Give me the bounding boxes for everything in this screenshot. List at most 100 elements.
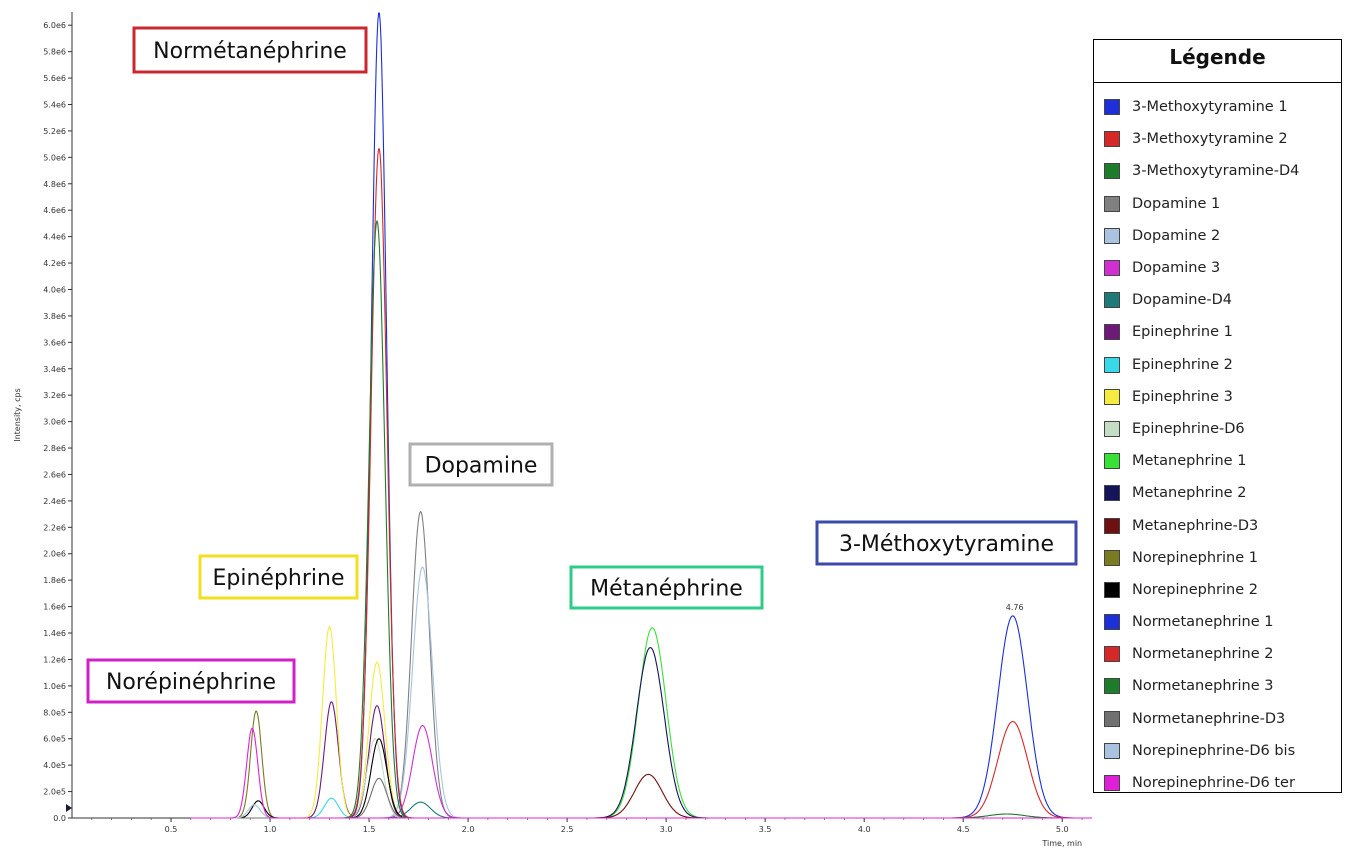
- y-tick-label: 8.0e5: [43, 708, 66, 717]
- y-tick-label: 5.0e6: [43, 153, 66, 162]
- y-tick-label: 5.6e6: [43, 74, 66, 83]
- legend-item: Normetanephrine 2: [1104, 638, 1341, 670]
- series-line-norepinephrine-2: [190, 738, 1092, 819]
- x-tick-label: 4.5: [957, 825, 970, 834]
- callout-box: [86, 658, 296, 704]
- origin-marker: [66, 804, 72, 812]
- legend-label: Metanephrine-D3: [1132, 517, 1259, 534]
- legend-swatch: [1104, 163, 1120, 180]
- y-tick-label: 1.2e6: [43, 655, 66, 664]
- legend-swatch: [1104, 646, 1120, 663]
- series-line-norepinephrine-d6-ter: [190, 727, 1092, 819]
- series-line-norepinephrine-d6-bis: [190, 804, 1092, 819]
- y-tick-label: 0.0: [53, 814, 66, 823]
- legend-swatch: [1104, 227, 1120, 244]
- callout-nor-pin-phrine: Norépinéphrine: [86, 658, 296, 704]
- legend-item: Dopamine 2: [1104, 220, 1341, 252]
- legend-item: Norepinephrine-D6 ter: [1104, 767, 1341, 799]
- legend-label: Metanephrine 2: [1132, 485, 1247, 502]
- y-tick-label: 3.6e6: [43, 338, 66, 347]
- x-tick-label: 0.5: [165, 825, 178, 834]
- legend-label: Normetanephrine 2: [1132, 646, 1274, 663]
- legend-item: Normetanephrine 3: [1104, 670, 1341, 702]
- series-line-normetanephrine-d3: [190, 777, 1092, 819]
- x-tick-label: 4.0: [858, 825, 871, 834]
- y-tick-label: 3.0e6: [43, 418, 66, 427]
- callout-epin-phrine: Epinéphrine: [198, 554, 359, 600]
- legend-label: 3-Methoxytyramine 2: [1132, 131, 1288, 148]
- y-tick-label: 2.2e6: [43, 523, 66, 532]
- legend-label: Normetanephrine-D3: [1132, 710, 1286, 727]
- series-line-epinephrine-1: [190, 701, 1092, 819]
- legend-item: Epinephrine 1: [1104, 316, 1341, 348]
- y-tick-label: 2.0e6: [43, 550, 66, 559]
- series-line-epinephrine-3: [190, 625, 1092, 819]
- legend-item: Metanephrine 2: [1104, 477, 1341, 509]
- y-tick-label: 1.0e6: [43, 682, 66, 691]
- y-tick-label: 3.8e6: [43, 312, 66, 321]
- legend-swatch: [1104, 581, 1120, 598]
- callout-layer: Normétanéphrine Dopamine Epinéphrine Métané…: [86, 26, 1078, 704]
- legend-item: Epinephrine 3: [1104, 381, 1341, 413]
- callout-3-m-thoxytyramine: 3-Méthoxytyramine: [815, 520, 1078, 566]
- y-tick-label: 2.4e6: [43, 497, 66, 506]
- legend-label: Dopamine 1: [1132, 195, 1221, 212]
- x-tick-label: 1.5: [363, 825, 376, 834]
- legend-swatch: [1104, 485, 1120, 502]
- legend-swatch: [1104, 549, 1120, 566]
- x-tick-label: 3.0: [660, 825, 673, 834]
- y-tick-label: 1.8e6: [43, 576, 66, 585]
- x-tick-label: 1.0: [264, 825, 277, 834]
- legend-item: Normetanephrine-D3: [1104, 703, 1341, 735]
- series-line-metanephrine-d3: [190, 773, 1092, 819]
- y-tick-label: 5.2e6: [43, 127, 66, 136]
- legend-swatch: [1104, 324, 1120, 341]
- legend-swatch: [1104, 131, 1120, 148]
- legend-swatch: [1104, 356, 1120, 373]
- callout-label: Normétanéphrine: [153, 39, 347, 64]
- callout-label: Epinéphrine: [213, 566, 345, 591]
- chromatogram-chart: 0.51.01.52.02.53.03.54.04.55.05.56.00.02…: [13, 12, 1092, 848]
- series-line-normetanephrine-2: [190, 148, 1092, 819]
- legend-swatch: [1104, 195, 1120, 212]
- x-tick-label: 5.0: [1056, 825, 1069, 834]
- legend-label: Metanephrine 1: [1132, 453, 1247, 470]
- x-tick-label: 3.5: [759, 825, 772, 834]
- legend-label: Normetanephrine 1: [1132, 614, 1274, 631]
- y-tick-label: 1.4e6: [43, 629, 66, 638]
- legend: Légende 3-Methoxytyramine 1 3-Methoxytyra…: [1093, 39, 1342, 793]
- y-tick-label: 4.6e6: [43, 206, 66, 215]
- series-line-metanephrine-1: [190, 627, 1092, 819]
- legend-label: Dopamine 3: [1132, 260, 1221, 277]
- legend-item: 3-Methoxytyramine-D4: [1104, 155, 1341, 187]
- legend-label: Norepinephrine 2: [1132, 581, 1258, 598]
- legend-swatch: [1104, 99, 1120, 116]
- legend-swatch: [1104, 742, 1120, 759]
- legend-swatch: [1104, 614, 1120, 631]
- legend-label: Dopamine-D4: [1132, 292, 1233, 309]
- legend-list: 3-Methoxytyramine 1 3-Methoxytyramine 2 3-…: [1094, 83, 1341, 799]
- series-line-norepinephrine-1: [190, 710, 1092, 819]
- callout-box: [408, 442, 554, 487]
- y-tick-label: 4.2e6: [43, 259, 66, 268]
- legend-item: 3-Methoxytyramine 2: [1104, 123, 1341, 155]
- series-line-normetanephrine-1: [190, 12, 1092, 819]
- legend-title: Légende: [1094, 40, 1341, 83]
- y-tick-label: 2.8e6: [43, 444, 66, 453]
- y-tick-label: 4.8e6: [43, 180, 66, 189]
- series-line-epinephrine-2: [190, 797, 1092, 819]
- y-tick-label: 5.4e6: [43, 100, 66, 109]
- x-axis-title: Time, min: [1041, 839, 1082, 848]
- y-tick-label: 2.6e6: [43, 470, 66, 479]
- legend-item: Norepinephrine 1: [1104, 542, 1341, 574]
- y-tick-label: 5.8e6: [43, 48, 66, 57]
- legend-item: Normetanephrine 1: [1104, 606, 1341, 638]
- legend-label: Normetanephrine 3: [1132, 678, 1274, 695]
- legend-label: Epinephrine-D6: [1132, 420, 1245, 437]
- peak-annotation-label: 4.76: [1006, 603, 1024, 612]
- y-tick-label: 1.6e6: [43, 603, 66, 612]
- y-tick-label: 3.2e6: [43, 391, 66, 400]
- legend-item: Dopamine-D4: [1104, 284, 1341, 316]
- series-layer: [190, 12, 1092, 819]
- series-line-3-methoxytyramine-d4: [190, 813, 1092, 819]
